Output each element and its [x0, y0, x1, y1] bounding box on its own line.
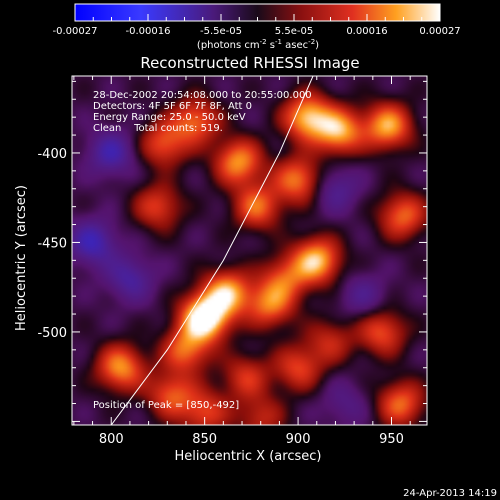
x-tick-label: 950 [379, 432, 404, 447]
y-tick-label: -450 [37, 236, 67, 251]
x-tick-label: 850 [192, 432, 217, 447]
y-axis-label: Heliocentric Y (arcsec) [14, 185, 29, 331]
annotation-block: 28-Dec-2002 20:54:08.000 to 20:55:00.000… [93, 90, 312, 134]
y-tick-label: -400 [37, 147, 67, 162]
annotation-energy-range: Energy Range: 25.0 - 50.0 keV [93, 112, 246, 123]
colorbar-unit: (photons cm-2 s-1 asec-2) [197, 38, 319, 51]
annotation-clean-counts: Clean Total counts: 519. [93, 123, 223, 134]
plot-frame [71, 75, 428, 426]
y-tick-label: -500 [37, 326, 67, 341]
annotation-time-range: 28-Dec-2002 20:54:08.000 to 20:55:00.000 [93, 90, 312, 101]
x-tick-labels: 800 850 900 950 [99, 432, 404, 447]
colorbar-tick-label: 0.00016 [346, 26, 387, 37]
axis-ticks [72, 76, 427, 425]
chart-title: Reconstructed RHESSI Image [140, 54, 359, 72]
solar-limb-line [110, 76, 314, 425]
heatmap-image [72, 76, 427, 425]
colorbar-tick-label: -0.00016 [126, 26, 171, 37]
colorbar-tick-label: 5.5e-05 [275, 26, 313, 37]
footer-date: 24-Apr-2013 14:19 [403, 488, 497, 499]
annotation-detectors: Detectors: 4F 5F 6F 7F 8F, Att 0 [93, 101, 252, 112]
x-axis-label: Heliocentric X (arcsec) [175, 449, 322, 464]
peak-position-label: Position of Peak = [850,-492] [93, 400, 239, 411]
colorbar-tick-label: -0.00027 [53, 26, 98, 37]
colorbar-tick-labels: -0.00027 -0.00016 -5.5e-05 5.5e-05 0.000… [53, 26, 461, 37]
colorbar-tick-label: -5.5e-05 [200, 26, 242, 37]
colorbar-tick-label: 0.00027 [419, 26, 460, 37]
colorbar-ticks [74, 14, 441, 21]
y-tick-labels: -400 -450 -500 [37, 147, 67, 341]
x-tick-label: 800 [99, 432, 124, 447]
x-tick-label: 900 [286, 432, 311, 447]
